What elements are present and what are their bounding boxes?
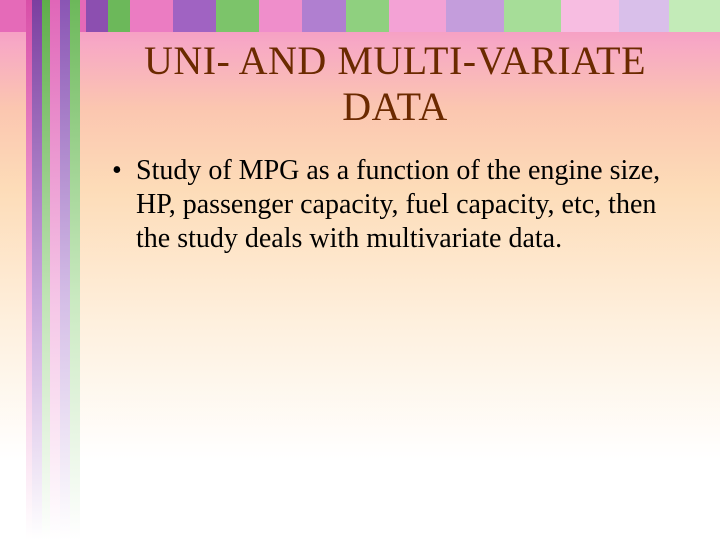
top-decorative-band [0,0,720,32]
content-area: UNI- AND MULTI-VARIATE DATA Study of MPG… [100,38,690,256]
band-segment [86,0,108,32]
band-segment [346,0,389,32]
rail-stripe [42,0,50,540]
bullet-item: Study of MPG as a function of the engine… [110,154,680,256]
bullet-list: Study of MPG as a function of the engine… [110,154,680,256]
band-segment [446,0,504,32]
band-segment [561,0,619,32]
band-segment [619,0,669,32]
band-segment [669,0,719,32]
band-segment [216,0,259,32]
band-segment [259,0,302,32]
band-segment [130,0,173,32]
band-segment [302,0,345,32]
rail-stripe [60,0,70,540]
slide: UNI- AND MULTI-VARIATE DATA Study of MPG… [0,0,720,540]
band-segment [0,0,29,32]
left-decorative-rail [26,0,80,540]
band-segment [173,0,216,32]
band-segment [504,0,562,32]
band-segment [389,0,447,32]
band-segment [108,0,130,32]
rail-stripe [70,0,80,540]
rail-stripe [50,0,60,540]
rail-stripe [32,0,42,540]
slide-title: UNI- AND MULTI-VARIATE DATA [100,38,690,130]
